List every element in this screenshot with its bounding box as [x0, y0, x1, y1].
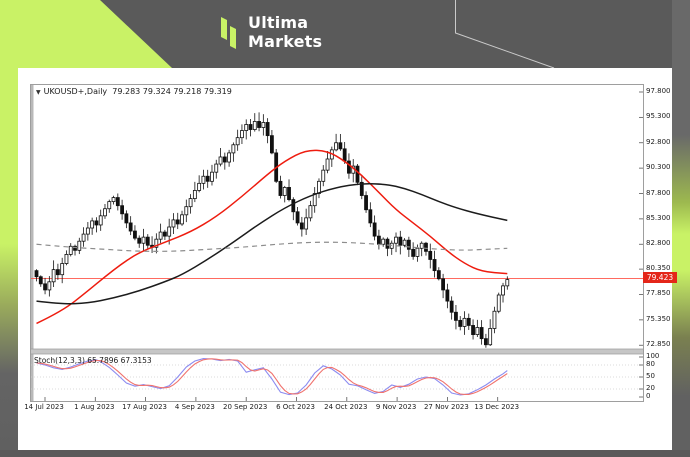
- header-banner: Ultima Markets: [0, 0, 690, 68]
- price-axis-label: 87.800: [646, 188, 671, 197]
- stoch-axis-label: 100: [646, 352, 660, 360]
- lime-wedge-shape: [0, 0, 172, 68]
- price-axis-label: 82.800: [646, 239, 671, 248]
- logo-line2: Markets: [248, 32, 323, 51]
- date-axis-label: 1 Aug 2023: [74, 403, 115, 411]
- stoch-axis-label: 80: [646, 360, 655, 368]
- candles-layer: [34, 112, 510, 348]
- date-axis-label: 27 Nov 2023: [423, 403, 469, 411]
- date-axis-label: 20 Sep 2023: [223, 403, 268, 411]
- brand-logo: Ultima Markets: [220, 13, 322, 53]
- chart-ohlc-readout: 79.283 79.324 79.218 79.319: [112, 87, 232, 96]
- left-gradient-band: [0, 68, 18, 450]
- price-axis-label: 90.300: [646, 163, 671, 172]
- logo-text: Ultima Markets: [248, 13, 322, 51]
- date-axis-label: 14 Jul 2023: [24, 403, 64, 411]
- chart-svg[interactable]: [31, 85, 643, 401]
- chart-canvas[interactable]: [30, 84, 644, 402]
- stochastic-label: Stoch(12,3,3) 65.7896 67.3153: [34, 356, 152, 365]
- footer-band: [0, 450, 690, 457]
- date-axis-label: 9 Nov 2023: [375, 403, 417, 411]
- fast-ma-red-line[interactable]: [36, 149, 508, 325]
- date-axis-label: 17 Aug 2023: [122, 403, 168, 411]
- pane-separator[interactable]: [31, 349, 643, 354]
- long-ma-gray-dashed-line[interactable]: [36, 241, 508, 252]
- date-axis-label: 4 Sep 2023: [174, 403, 215, 411]
- chart-title: ▼ UKOUSD+,Daily 79.283 79.324 79.218 79.3…: [36, 87, 232, 96]
- current-price-tag: 79.423: [643, 272, 677, 284]
- price-axis-label: 77.850: [646, 289, 671, 298]
- symbol-dropdown-arrow-icon[interactable]: ▼: [36, 89, 41, 96]
- stoch-axis-label: 20: [646, 384, 655, 392]
- price-axis-label: 97.800: [646, 87, 671, 95]
- price-axis-label: 72.850: [646, 340, 671, 349]
- date-axis-label: 24 Oct 2023: [324, 403, 368, 411]
- price-axis-label: 95.300: [646, 112, 671, 121]
- right-gradient-band: [672, 0, 690, 450]
- price-axis-label: 80.350: [646, 264, 671, 273]
- stoch-d-line: [36, 358, 508, 396]
- logo-line1: Ultima: [248, 13, 309, 32]
- date-axis-label: 6 Oct 2023: [276, 403, 315, 411]
- price-axis-label: 92.800: [646, 137, 671, 146]
- stoch-axis-label: 50: [646, 372, 655, 380]
- header-decor-shapes: [0, 0, 680, 68]
- price-axis-label: 75.350: [646, 314, 671, 323]
- date-axis-label: 13 Dec 2023: [474, 403, 520, 411]
- outline-parallelogram-shape: [455, 0, 555, 68]
- inner-left-strip: [31, 85, 34, 401]
- chart-symbol: UKOUSD+,Daily: [43, 87, 108, 96]
- slow-ma-black-line[interactable]: [36, 183, 508, 305]
- stoch-axis-label: 0: [646, 392, 651, 400]
- logo-bars-icon: [221, 17, 236, 49]
- price-axis-label: 85.300: [646, 213, 671, 222]
